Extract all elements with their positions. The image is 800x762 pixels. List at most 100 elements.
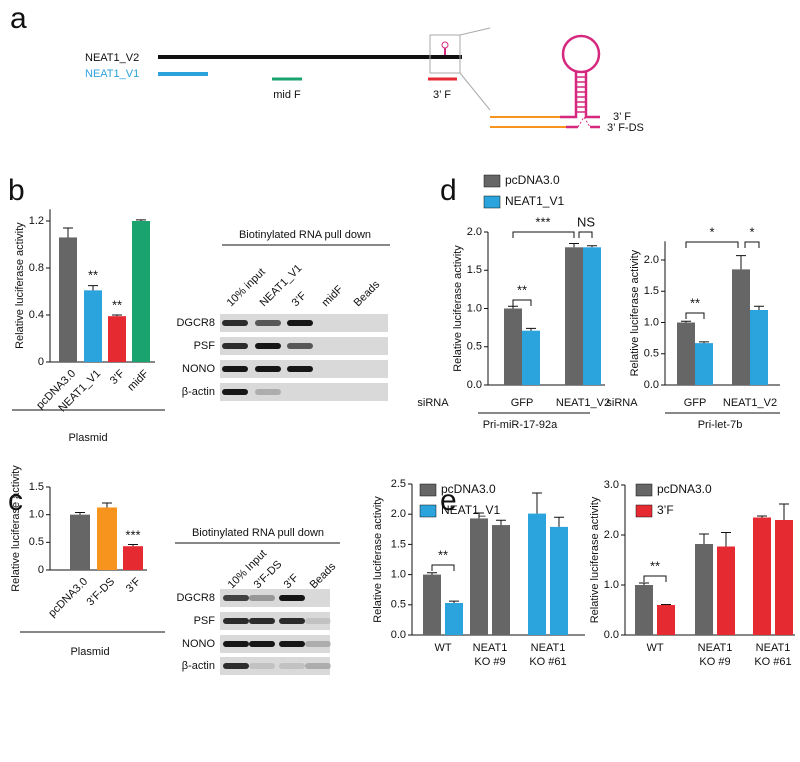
bar bbox=[657, 605, 675, 635]
error-bar bbox=[526, 327, 536, 331]
zoom-line bbox=[459, 72, 491, 111]
row-label: DGCR8 bbox=[176, 592, 215, 604]
legend-label: pcDNA3.0 bbox=[441, 482, 496, 496]
blot-band bbox=[249, 641, 275, 647]
blot-title: Biotinylated RNA pull down bbox=[239, 229, 371, 241]
significance-label: * bbox=[709, 224, 714, 239]
error-bar bbox=[63, 227, 73, 238]
fragment-label: mid F bbox=[273, 89, 301, 101]
x-tick-label: NEAT1_V2 bbox=[556, 397, 610, 409]
x-tick-line: NEAT1 bbox=[756, 642, 791, 654]
legend-swatch bbox=[635, 504, 653, 518]
error-bar bbox=[136, 219, 146, 221]
construct-label: 3’ F-DS bbox=[607, 122, 644, 134]
y-tick-label: 1.0 bbox=[29, 509, 44, 521]
error-bar bbox=[661, 604, 671, 605]
significance-bracket bbox=[512, 231, 575, 238]
bar bbox=[84, 290, 102, 362]
error-bar bbox=[88, 285, 98, 291]
lane-label: 3’F bbox=[282, 572, 301, 591]
y-axis-label: Relative luciferase activity bbox=[589, 496, 601, 623]
significance-label: *** bbox=[535, 214, 550, 229]
panel-label: a bbox=[10, 2, 27, 35]
blot-band bbox=[249, 595, 275, 601]
y-axis-label: Relative luciferase activity bbox=[629, 249, 641, 376]
x-tick-label: 3’F bbox=[124, 575, 143, 594]
y-tick-label: 0.0 bbox=[604, 629, 619, 641]
blot-band bbox=[305, 663, 331, 669]
y-axis-label: Relative luciferase activity bbox=[452, 245, 464, 372]
error-bar bbox=[449, 600, 459, 603]
y-tick-label: 0.0 bbox=[467, 379, 482, 391]
significance-label: ** bbox=[112, 297, 122, 312]
transcript-label: NEAT1_V2 bbox=[85, 52, 139, 64]
zoom-box bbox=[429, 34, 461, 74]
y-tick-label: 0.5 bbox=[391, 599, 406, 611]
significance-bracket bbox=[685, 312, 705, 319]
bar bbox=[528, 513, 546, 635]
legend-swatch bbox=[419, 483, 437, 497]
error-bar bbox=[721, 532, 731, 547]
y-tick-label: 1.0 bbox=[391, 569, 406, 581]
x-tick-line: WT bbox=[434, 642, 451, 654]
bar bbox=[108, 316, 126, 362]
y-tick-label: 1.2 bbox=[29, 215, 44, 227]
y-tick-label: 1.5 bbox=[29, 481, 44, 493]
error-bar bbox=[754, 305, 764, 310]
significance-label: * bbox=[749, 224, 754, 239]
legend-swatch bbox=[419, 504, 437, 518]
blot-band bbox=[287, 320, 313, 326]
fragment-label: 3’ F bbox=[433, 89, 451, 101]
significance-bracket bbox=[744, 241, 760, 248]
x-axis-label: Pri-let-7b bbox=[698, 419, 743, 431]
y-tick-label: 2.0 bbox=[604, 529, 619, 541]
deletion bbox=[577, 116, 591, 128]
significance-label: *** bbox=[125, 527, 140, 542]
legend-label: NEAT1_V1 bbox=[505, 194, 564, 208]
y-tick-label: 1.0 bbox=[644, 316, 659, 328]
error-bar bbox=[757, 515, 767, 518]
blot-band bbox=[305, 618, 331, 624]
hairpin-loop bbox=[561, 34, 601, 74]
blot-band bbox=[255, 320, 281, 326]
error-bar bbox=[639, 582, 649, 585]
y-tick-label: 1.0 bbox=[467, 302, 482, 314]
x-tick-label: NEAT1 KO #9 bbox=[698, 642, 733, 668]
bar bbox=[70, 514, 90, 570]
x-tick-label: GFP bbox=[684, 397, 707, 409]
error-bar bbox=[699, 341, 709, 344]
x-tick-label: WT bbox=[646, 642, 663, 654]
lane-label: midF bbox=[320, 283, 346, 309]
y-tick-label: 0.8 bbox=[29, 262, 44, 274]
x-tick-label: NEAT1_V2 bbox=[723, 397, 777, 409]
x-tick-label: NEAT1 KO #9 bbox=[473, 642, 508, 668]
bar bbox=[504, 308, 522, 385]
blot-strip bbox=[220, 383, 388, 401]
error-bar bbox=[508, 305, 518, 309]
bar bbox=[695, 343, 713, 385]
hairpin-icon bbox=[441, 41, 449, 49]
y-axis-label: Relative luciferase activity bbox=[10, 465, 22, 592]
y-tick-label: 1.5 bbox=[467, 264, 482, 276]
error-bar bbox=[569, 242, 579, 248]
lane-label: 3’F bbox=[290, 290, 309, 309]
x-tick-label: WT bbox=[434, 642, 451, 654]
bar bbox=[565, 247, 583, 385]
blot-band bbox=[223, 618, 249, 624]
legend-swatch bbox=[635, 483, 653, 497]
x-tick-label: pcDNA3.0 bbox=[46, 576, 90, 620]
panel-label: e bbox=[440, 484, 457, 517]
blot-strip bbox=[220, 657, 330, 675]
bar bbox=[522, 330, 540, 385]
y-tick-label: 2.0 bbox=[644, 254, 659, 266]
bar bbox=[677, 322, 695, 385]
legend-swatch bbox=[483, 195, 501, 209]
error-bar bbox=[427, 572, 437, 575]
blot-band bbox=[222, 343, 248, 349]
significance-label: NS bbox=[577, 214, 595, 229]
bar bbox=[123, 546, 143, 570]
x-axis-label: Plasmid bbox=[70, 646, 109, 658]
bar bbox=[423, 574, 441, 635]
y-tick-label: 0.4 bbox=[29, 309, 44, 321]
x-tick-label: GFP bbox=[511, 397, 534, 409]
